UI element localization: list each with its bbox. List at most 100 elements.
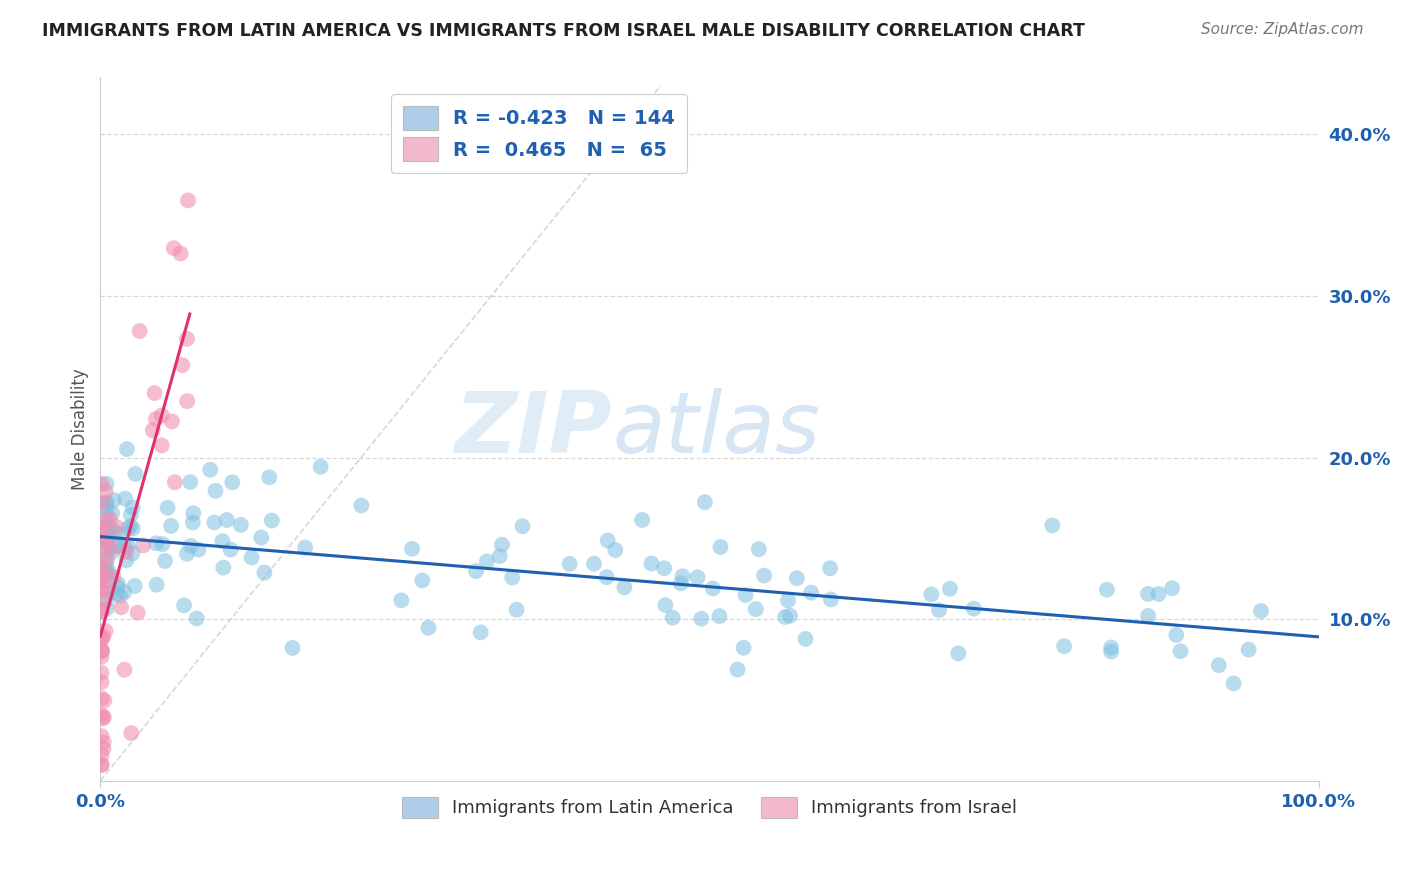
Point: [211, 534, 233, 549]
Point: [90, 757, 112, 772]
Point: [1222, 676, 1244, 690]
Point: [219, 542, 242, 557]
Point: [96, 509, 118, 524]
Point: [928, 603, 950, 617]
Point: [920, 587, 942, 601]
Point: [948, 646, 970, 660]
Point: [132, 538, 155, 552]
Point: [176, 332, 198, 346]
Point: [124, 579, 146, 593]
Point: [90, 569, 112, 583]
Point: [605, 543, 627, 558]
Point: [112, 585, 135, 599]
Point: [90, 643, 112, 657]
Point: [613, 580, 636, 594]
Point: [105, 587, 128, 601]
Point: [488, 549, 510, 563]
Point: [128, 324, 150, 338]
Point: [90, 632, 112, 646]
Point: [91, 644, 114, 658]
Point: [96, 525, 118, 540]
Point: [112, 663, 135, 677]
Point: [90, 476, 112, 491]
Point: [260, 514, 283, 528]
Point: [709, 609, 731, 624]
Point: [389, 593, 412, 607]
Point: [204, 483, 226, 498]
Point: [90, 729, 112, 743]
Point: [654, 598, 676, 612]
Point: [734, 588, 756, 602]
Point: [96, 551, 118, 566]
Legend: Immigrants from Latin America, Immigrants from Israel: Immigrants from Latin America, Immigrant…: [395, 789, 1025, 825]
Point: [169, 246, 191, 260]
Point: [104, 524, 127, 539]
Point: [90, 574, 112, 589]
Point: [187, 542, 209, 557]
Point: [93, 710, 115, 724]
Point: [143, 386, 166, 401]
Point: [702, 582, 724, 596]
Point: [96, 601, 118, 615]
Point: [160, 414, 183, 428]
Point: [505, 603, 527, 617]
Point: [198, 463, 221, 477]
Point: [752, 568, 775, 582]
Point: [90, 748, 112, 763]
Point: [820, 592, 842, 607]
Point: [91, 711, 114, 725]
Text: ZIP: ZIP: [454, 388, 612, 471]
Point: [120, 508, 142, 522]
Point: [259, 470, 281, 484]
Point: [240, 550, 263, 565]
Point: [1208, 658, 1230, 673]
Point: [90, 644, 112, 658]
Point: [1099, 645, 1122, 659]
Point: [177, 194, 200, 208]
Point: [1053, 639, 1076, 653]
Point: [294, 541, 316, 555]
Point: [90, 524, 112, 539]
Point: [150, 409, 173, 423]
Text: atlas: atlas: [612, 388, 820, 471]
Point: [491, 538, 513, 552]
Point: [97, 566, 120, 580]
Point: [745, 602, 768, 616]
Point: [582, 557, 605, 571]
Point: [179, 475, 201, 489]
Point: [96, 559, 118, 574]
Point: [98, 585, 121, 599]
Point: [156, 500, 179, 515]
Point: [773, 610, 796, 624]
Point: [115, 553, 138, 567]
Point: [418, 621, 440, 635]
Point: [96, 533, 118, 548]
Point: [110, 600, 132, 615]
Point: [661, 611, 683, 625]
Point: [145, 412, 167, 426]
Point: [101, 506, 124, 520]
Point: [212, 560, 235, 574]
Point: [93, 693, 115, 707]
Point: [309, 459, 332, 474]
Point: [108, 527, 131, 541]
Point: [90, 574, 112, 588]
Point: [90, 675, 112, 690]
Point: [1136, 587, 1159, 601]
Point: [686, 570, 709, 584]
Point: [748, 542, 770, 557]
Point: [631, 513, 654, 527]
Point: [595, 570, 617, 584]
Point: [90, 565, 112, 579]
Point: [93, 735, 115, 749]
Point: [103, 493, 125, 508]
Point: [221, 475, 243, 490]
Point: [669, 576, 692, 591]
Point: [90, 604, 112, 618]
Point: [142, 423, 165, 437]
Point: [1237, 642, 1260, 657]
Y-axis label: Male Disability: Male Disability: [72, 368, 89, 490]
Point: [1095, 582, 1118, 597]
Point: [690, 612, 713, 626]
Point: [470, 625, 492, 640]
